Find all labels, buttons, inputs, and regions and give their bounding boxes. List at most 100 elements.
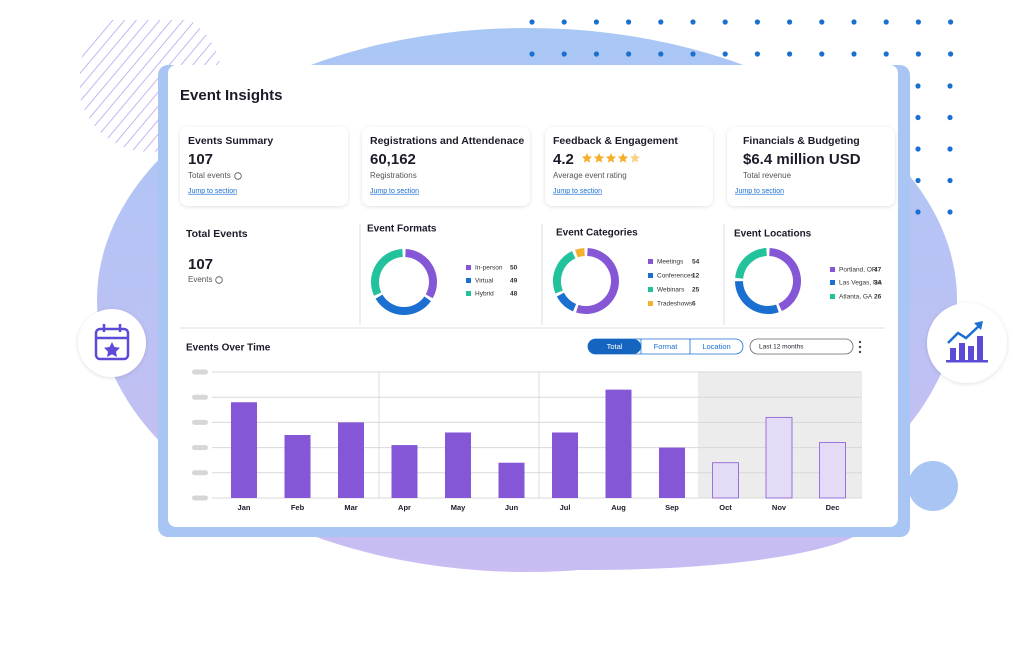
donut-segment [553, 251, 576, 294]
dot [561, 51, 567, 57]
dot [883, 51, 889, 57]
bar [231, 402, 257, 498]
dot [851, 51, 857, 57]
card-bg [180, 127, 348, 206]
dashboard-title: Event Insights [180, 87, 283, 104]
dot [626, 19, 632, 25]
legend-label: Portland, OR [839, 267, 877, 274]
more-menu[interactable] [858, 340, 862, 354]
dot [529, 19, 535, 25]
bar [338, 422, 364, 498]
legend-label: Conferences [657, 273, 695, 280]
dot [754, 51, 761, 57]
legend-swatch [466, 265, 471, 270]
dot [947, 114, 953, 121]
donut-segment [735, 280, 779, 314]
dot [658, 19, 664, 25]
tab-label[interactable]: Location [702, 342, 730, 351]
card-title: Events Summary [188, 135, 273, 147]
dot [915, 209, 921, 215]
card-caption: Total events [188, 171, 231, 180]
tab-label[interactable]: Format [654, 342, 679, 351]
total-events-caption: Events [188, 275, 212, 284]
chart-title: Events Over Time [186, 343, 271, 354]
star [605, 153, 617, 163]
legend-value: 54 [692, 259, 700, 266]
total-events-title: Total Events [186, 228, 248, 240]
dot [690, 19, 696, 25]
star [629, 153, 641, 163]
legend-swatch [648, 301, 653, 306]
x-tick-label: Dec [826, 503, 840, 512]
dot [593, 51, 600, 57]
legend-value: 6 [692, 301, 696, 308]
dot [947, 177, 953, 184]
legend-label: Virtual [475, 278, 494, 285]
dot [626, 51, 632, 57]
calendar-icon [94, 324, 130, 361]
bar [659, 447, 685, 498]
legend-value: 12 [692, 273, 700, 280]
card-value: 107 [188, 151, 213, 168]
card-caption: Average event rating [553, 171, 627, 180]
legend-swatch [648, 287, 653, 292]
legend-label: Meetings [657, 259, 684, 266]
donut-title: Event Formats [367, 224, 437, 235]
bar [391, 445, 418, 498]
x-tick-label: Jul [560, 503, 571, 512]
dot [561, 19, 567, 25]
dot [883, 19, 889, 25]
dot [787, 19, 793, 25]
x-tick-label: May [451, 503, 466, 512]
dot [529, 51, 535, 57]
card-link[interactable]: Jump to section [188, 188, 237, 195]
bar [552, 432, 578, 498]
y-tick-placeholder [192, 445, 208, 451]
legend-value: 26 [874, 294, 882, 301]
dot [947, 209, 953, 215]
dot [947, 83, 953, 89]
donut-segment [735, 248, 767, 279]
total-events-value: 107 [188, 256, 213, 273]
donut-charts: Event Formats In-person 50 Virtual 49 Hybrid 4… [367, 224, 883, 315]
legend-value: 47 [874, 267, 882, 274]
x-tick-label: Oct [719, 503, 732, 512]
growth-icon [946, 321, 988, 363]
growth-badge [927, 303, 1007, 383]
dot [819, 19, 825, 25]
y-tick-placeholder [192, 419, 208, 425]
dot [915, 177, 921, 184]
legend-value: 34 [874, 280, 882, 287]
legend-swatch [648, 259, 653, 264]
donut-title: Event Locations [734, 229, 812, 240]
legend-label: Tradeshows [657, 301, 693, 308]
card-bg [545, 127, 713, 206]
card-link[interactable]: Jump to section [370, 188, 419, 195]
tab-label[interactable]: Total [607, 342, 623, 351]
card-caption: Total revenue [743, 171, 792, 180]
dot [947, 146, 953, 152]
bar [819, 442, 846, 499]
dot [851, 19, 857, 25]
donut-segment [556, 292, 577, 312]
dot [915, 19, 922, 25]
legend-value: 25 [692, 287, 700, 294]
summary-card: Financials & Budgeting $6.4 million USD To… [727, 127, 895, 206]
x-tick-label: Mar [344, 503, 357, 512]
legend-label: In-person [475, 265, 503, 272]
y-tick-placeholder [192, 394, 208, 400]
y-tick-placeholder [192, 495, 208, 501]
dot [754, 19, 761, 25]
card-title: Feedback & Engagement [553, 135, 678, 147]
donut-segment [575, 248, 585, 258]
card-link[interactable]: Jump to section [735, 188, 784, 195]
donut-segment [405, 249, 437, 299]
range-select[interactable] [749, 338, 854, 355]
card-bg [362, 127, 530, 206]
card-value: $6.4 million USD [743, 151, 861, 168]
card-link[interactable]: Jump to section [553, 188, 602, 195]
x-tick-label: Jan [238, 503, 251, 512]
star [593, 153, 605, 163]
legend-swatch [830, 280, 835, 285]
